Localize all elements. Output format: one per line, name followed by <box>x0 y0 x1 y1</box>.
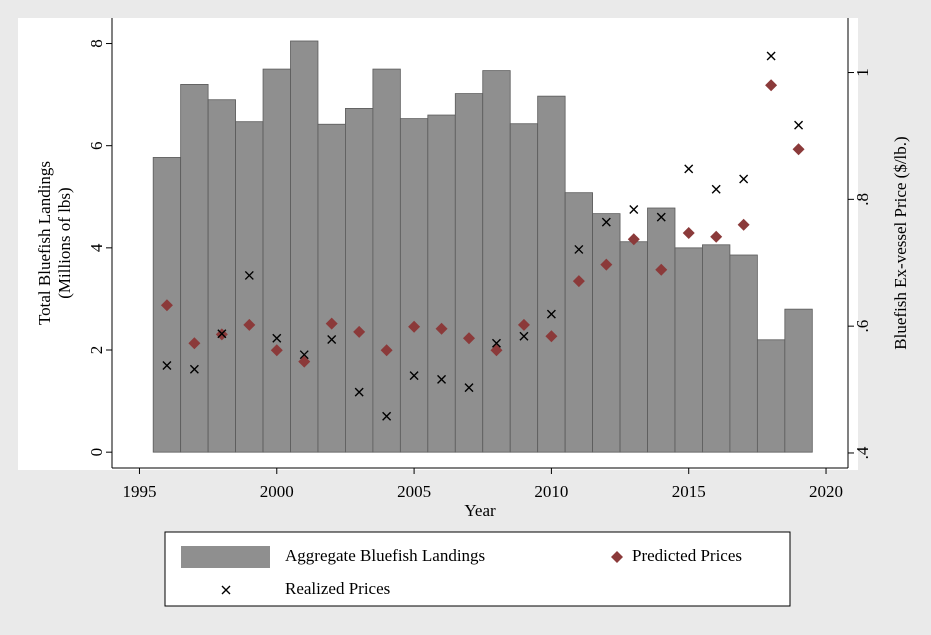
y-tick-label: 2 <box>87 346 106 355</box>
y2-axis-title: Bluefish Ex-vessel Price ($/lb.) <box>891 136 910 349</box>
x-marker <box>629 204 639 214</box>
bar <box>564 192 593 453</box>
x-marker <box>437 374 447 384</box>
x-marker <box>464 383 474 393</box>
legend-box <box>164 531 791 607</box>
bar <box>702 244 731 453</box>
x-marker <box>684 164 694 174</box>
x-marker <box>794 120 804 130</box>
x-tick-label: 2000 <box>260 482 294 501</box>
bar <box>537 95 566 453</box>
diamond-marker <box>463 332 476 345</box>
x-marker <box>409 371 419 381</box>
bar <box>784 308 813 453</box>
bar <box>729 254 758 453</box>
bar <box>262 68 291 453</box>
legend-label: Realized Prices <box>285 579 390 598</box>
x-marker <box>217 329 227 339</box>
bar <box>427 114 456 453</box>
bar <box>317 123 346 453</box>
legend-label: Aggregate Bluefish Landings <box>285 546 485 565</box>
x-marker <box>711 184 721 194</box>
y2-tick-label: .6 <box>853 320 872 333</box>
bar <box>619 241 648 453</box>
bar <box>207 99 236 453</box>
bar <box>509 123 539 453</box>
bar <box>756 339 786 453</box>
diamond-marker <box>270 344 283 357</box>
y-tick-label: 6 <box>87 141 106 150</box>
diamond-marker <box>408 320 421 333</box>
x-marker <box>244 270 254 280</box>
x-axis-title: Year <box>464 501 496 520</box>
y-axis-title: Total Bluefish Landings <box>35 161 54 325</box>
legend-swatch <box>181 546 270 568</box>
bar <box>345 108 374 453</box>
legend-label: Predicted Prices <box>632 546 742 565</box>
x-marker <box>354 387 364 397</box>
diamond-marker <box>160 299 173 312</box>
diamond-marker <box>243 318 256 331</box>
x-marker <box>574 244 584 254</box>
bar <box>592 213 621 453</box>
bar <box>235 121 264 453</box>
x-tick-label: 2010 <box>534 482 568 501</box>
y2-tick-label: .8 <box>853 193 872 206</box>
diamond-marker <box>517 318 530 331</box>
x-marker <box>272 333 282 343</box>
diamond-marker <box>325 317 338 330</box>
diamond-marker <box>792 143 805 156</box>
x-marker <box>601 217 611 227</box>
diamond-marker <box>627 233 640 246</box>
bar <box>180 84 209 453</box>
x-tick-label: 2020 <box>809 482 843 501</box>
x-marker <box>162 360 172 370</box>
x-marker <box>739 174 749 184</box>
diamond-marker <box>765 79 778 92</box>
y2-tick-label: 1 <box>853 68 872 77</box>
y-tick-label: 8 <box>87 39 106 48</box>
diamond-marker <box>353 325 366 338</box>
legend-marker <box>221 585 231 595</box>
diamond-marker <box>545 330 558 343</box>
diamond-marker <box>600 258 613 271</box>
diamond-marker <box>188 337 201 350</box>
bar <box>647 207 676 453</box>
diamond-marker <box>435 322 448 335</box>
x-marker <box>491 338 501 348</box>
bar <box>482 70 511 453</box>
x-marker <box>519 331 529 341</box>
legend-marker <box>611 551 623 563</box>
x-marker <box>327 334 337 344</box>
y-tick-label: 0 <box>87 448 106 457</box>
x-marker <box>546 309 556 319</box>
y-tick-label: 4 <box>87 243 106 252</box>
bar <box>290 40 319 453</box>
x-marker <box>382 411 392 421</box>
bar <box>372 68 401 453</box>
bar <box>674 247 703 453</box>
bar <box>454 93 484 453</box>
diamond-marker <box>380 344 393 357</box>
y2-tick-label: .4 <box>853 446 872 459</box>
bar <box>399 118 429 453</box>
diamond-marker <box>572 275 585 288</box>
x-tick-label: 2005 <box>397 482 431 501</box>
diamond-marker <box>655 263 668 276</box>
x-tick-label: 1995 <box>122 482 156 501</box>
diamond-marker <box>682 226 695 239</box>
x-marker <box>299 350 309 360</box>
x-marker <box>656 212 666 222</box>
x-tick-label: 2015 <box>672 482 706 501</box>
y-axis-title: (Millions of lbs) <box>55 187 74 298</box>
x-marker <box>189 364 199 374</box>
diamond-marker <box>710 230 723 243</box>
x-marker <box>766 51 776 61</box>
diamond-marker <box>737 218 750 231</box>
